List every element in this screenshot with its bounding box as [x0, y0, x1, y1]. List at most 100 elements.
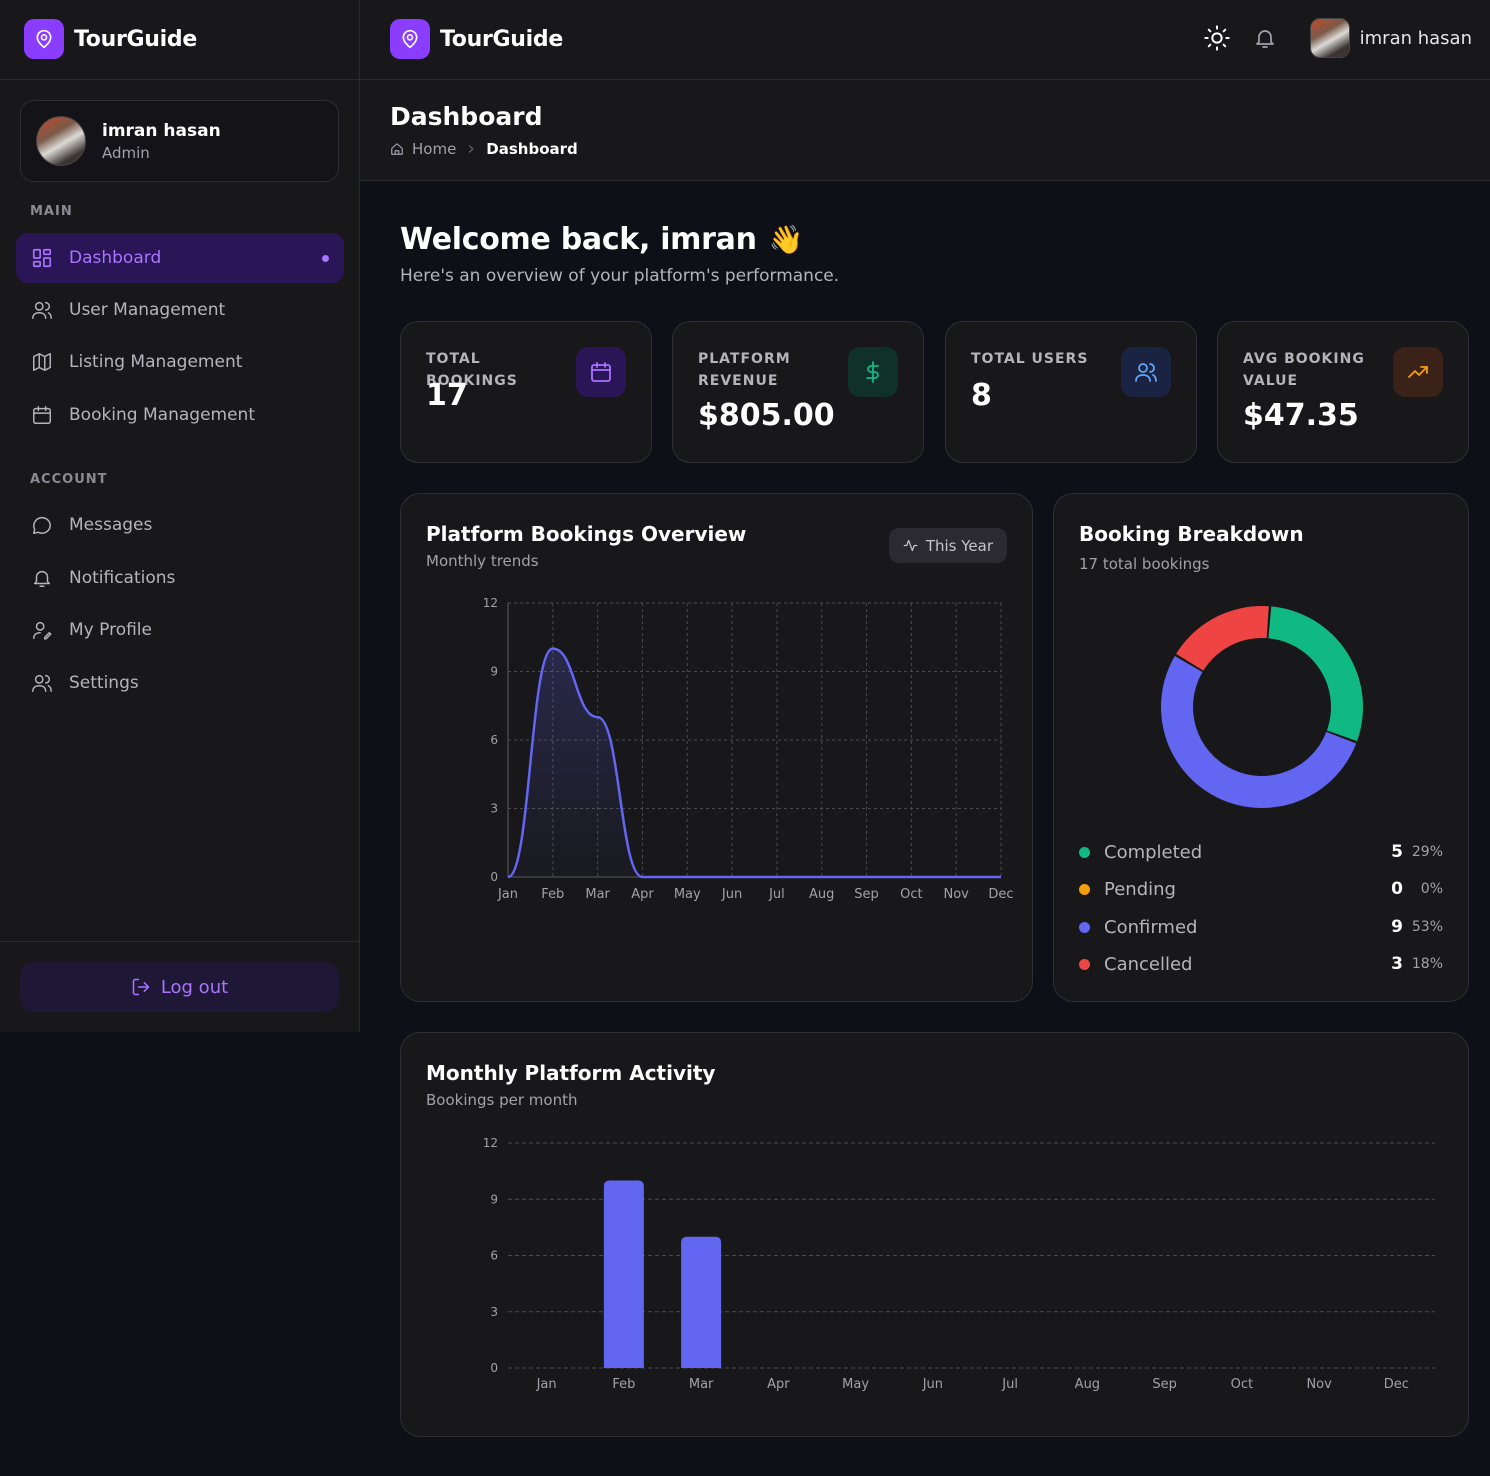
divider — [0, 941, 359, 942]
legend-count: 0 — [1391, 879, 1403, 899]
card-subtitle: 17 total bookings — [1079, 555, 1210, 573]
sidebar-item-notifications[interactable]: Notifications — [16, 553, 344, 603]
sidebar-item-dashboard[interactable]: Dashboard — [16, 233, 344, 283]
card-title: Platform Bookings Overview — [426, 522, 747, 546]
active-indicator — [322, 254, 329, 262]
legend-dot — [1079, 921, 1090, 933]
logout-label: Log out — [160, 976, 229, 998]
period-filter-label: This Year — [925, 536, 993, 555]
user-role: Admin — [102, 143, 150, 162]
sidebar-item-settings[interactable]: Settings — [16, 658, 344, 708]
section-label-main: MAIN — [30, 204, 73, 219]
bell-icon — [33, 570, 51, 587]
bar — [603, 1180, 644, 1368]
x-tick-label: Nov — [1306, 1377, 1332, 1392]
x-tick-label: Feb — [541, 887, 564, 902]
sidebar-item-user-management[interactable]: User Management — [16, 285, 344, 335]
topbar-user-name: imran hasan — [1359, 27, 1472, 49]
stat-value: $47.35 — [1243, 398, 1359, 433]
x-tick-label: Jul — [1001, 1377, 1018, 1392]
section-label-account: ACCOUNT — [30, 472, 108, 487]
booking-breakdown-card: Booking Breakdown 17 total bookings Comp… — [1053, 493, 1469, 1002]
divider — [0, 79, 359, 80]
breadcrumb: Home Dashboard — [390, 140, 578, 158]
x-tick-label: Apr — [631, 887, 654, 902]
page-header: Dashboard Home Dashboard — [360, 80, 1490, 181]
brand-name: TourGuide — [440, 26, 563, 52]
y-tick-label: 9 — [490, 1192, 498, 1206]
bookings-overview-card: Platform Bookings Overview Monthly trend… — [400, 493, 1033, 1002]
sidebar-item-label: Messages — [69, 515, 153, 535]
bookings-bar-chart: 0 3 6 9 12 Jan Feb Mar Apr May Jun Jul Aug Sep Oct Nov D… — [483, 1136, 1435, 1392]
y-tick-label: 6 — [490, 733, 498, 747]
legend-label: Cancelled — [1104, 953, 1193, 975]
message-icon — [33, 516, 51, 534]
y-tick-label: 3 — [490, 1305, 498, 1319]
activity-icon — [903, 539, 918, 552]
welcome-subtitle: Here's an overview of your platform's pe… — [400, 266, 840, 286]
user-edit-icon — [33, 621, 52, 640]
dollar-icon — [848, 347, 898, 397]
y-tick-label: 12 — [483, 1136, 498, 1150]
y-tick-label: 0 — [490, 870, 498, 884]
topbar-brand[interactable]: TourGuide — [390, 19, 563, 59]
legend-count: 5 — [1391, 842, 1403, 862]
bar — [681, 1236, 722, 1368]
sidebar-brand[interactable]: TourGuide — [24, 19, 197, 59]
breadcrumb-home-link[interactable]: Home — [412, 140, 457, 158]
trending-up-icon — [1393, 347, 1443, 397]
wave-emoji-icon: 👋 — [768, 223, 804, 256]
stat-value: 17 — [426, 378, 468, 413]
x-tick-label: Aug — [1075, 1377, 1100, 1392]
sidebar-item-label: Listing Management — [69, 352, 243, 372]
sidebar-item-booking-management[interactable]: Booking Management — [16, 390, 344, 440]
y-tick-label: 9 — [490, 665, 498, 679]
theme-toggle-button[interactable] — [1202, 23, 1232, 53]
x-tick-label: Sep — [854, 887, 879, 902]
user-menu[interactable]: imran hasan — [1309, 18, 1472, 58]
sidebar-item-my-profile[interactable]: My Profile — [16, 605, 344, 655]
sidebar: TourGuide imran hasan Admin MAIN Dashboa… — [0, 0, 360, 1032]
x-tick-label: Dec — [988, 887, 1013, 902]
settings-users-icon — [32, 674, 52, 692]
x-tick-label: Feb — [612, 1377, 635, 1392]
area-fill — [508, 648, 1001, 877]
avatar — [36, 116, 86, 166]
users-icon — [32, 301, 52, 319]
donut-slice — [1176, 606, 1269, 671]
stat-card-total-bookings: TOTAL BOOKINGS 17 — [400, 321, 652, 463]
bookings-area-chart: 0 3 6 9 12 Jan Feb Mar Apr May Jun Jul Aug Sep Oct Nov D… — [483, 596, 1014, 902]
sidebar-item-label: User Management — [69, 300, 226, 320]
sidebar-item-label: Settings — [69, 673, 139, 693]
sidebar-item-label: Notifications — [69, 568, 176, 588]
map-pin-icon — [390, 19, 430, 59]
sidebar-item-label: Dashboard — [69, 248, 162, 268]
stat-card-total-users: TOTAL USERS 8 — [945, 321, 1197, 463]
y-tick-label: 3 — [490, 802, 498, 816]
user-card[interactable]: imran hasan Admin — [20, 100, 339, 182]
logout-button[interactable]: Log out — [20, 962, 339, 1012]
welcome-heading: Welcome back, imran 👋 — [400, 222, 804, 257]
x-tick-label: Jun — [922, 1377, 943, 1392]
notifications-button[interactable] — [1250, 23, 1280, 53]
legend-dot — [1079, 883, 1090, 895]
legend-percent: 18% — [1411, 956, 1443, 972]
stat-card-platform-revenue: PLATFORM REVENUE $805.00 — [672, 321, 924, 463]
period-filter-button[interactable]: This Year — [888, 528, 1007, 563]
logout-icon — [132, 978, 150, 996]
avatar — [1309, 18, 1350, 58]
legend-dot — [1079, 958, 1090, 970]
stat-label: TOTAL USERS — [971, 351, 1089, 367]
topbar: TourGuide imran hasan — [360, 0, 1490, 80]
sidebar-item-messages[interactable]: Messages — [16, 500, 344, 550]
x-tick-label: Jan — [497, 887, 518, 902]
x-tick-label: Apr — [767, 1377, 790, 1392]
legend-item-cancelled: Cancelled 3 18% — [1079, 952, 1443, 976]
legend-label: Confirmed — [1104, 916, 1198, 938]
home-icon — [391, 143, 403, 155]
donut-slice — [1268, 606, 1363, 742]
topbar-actions: imran hasan — [1202, 18, 1472, 58]
stat-value: $805.00 — [698, 398, 835, 433]
sidebar-item-listing-management[interactable]: Listing Management — [16, 337, 344, 387]
x-tick-label: Dec — [1384, 1377, 1409, 1392]
